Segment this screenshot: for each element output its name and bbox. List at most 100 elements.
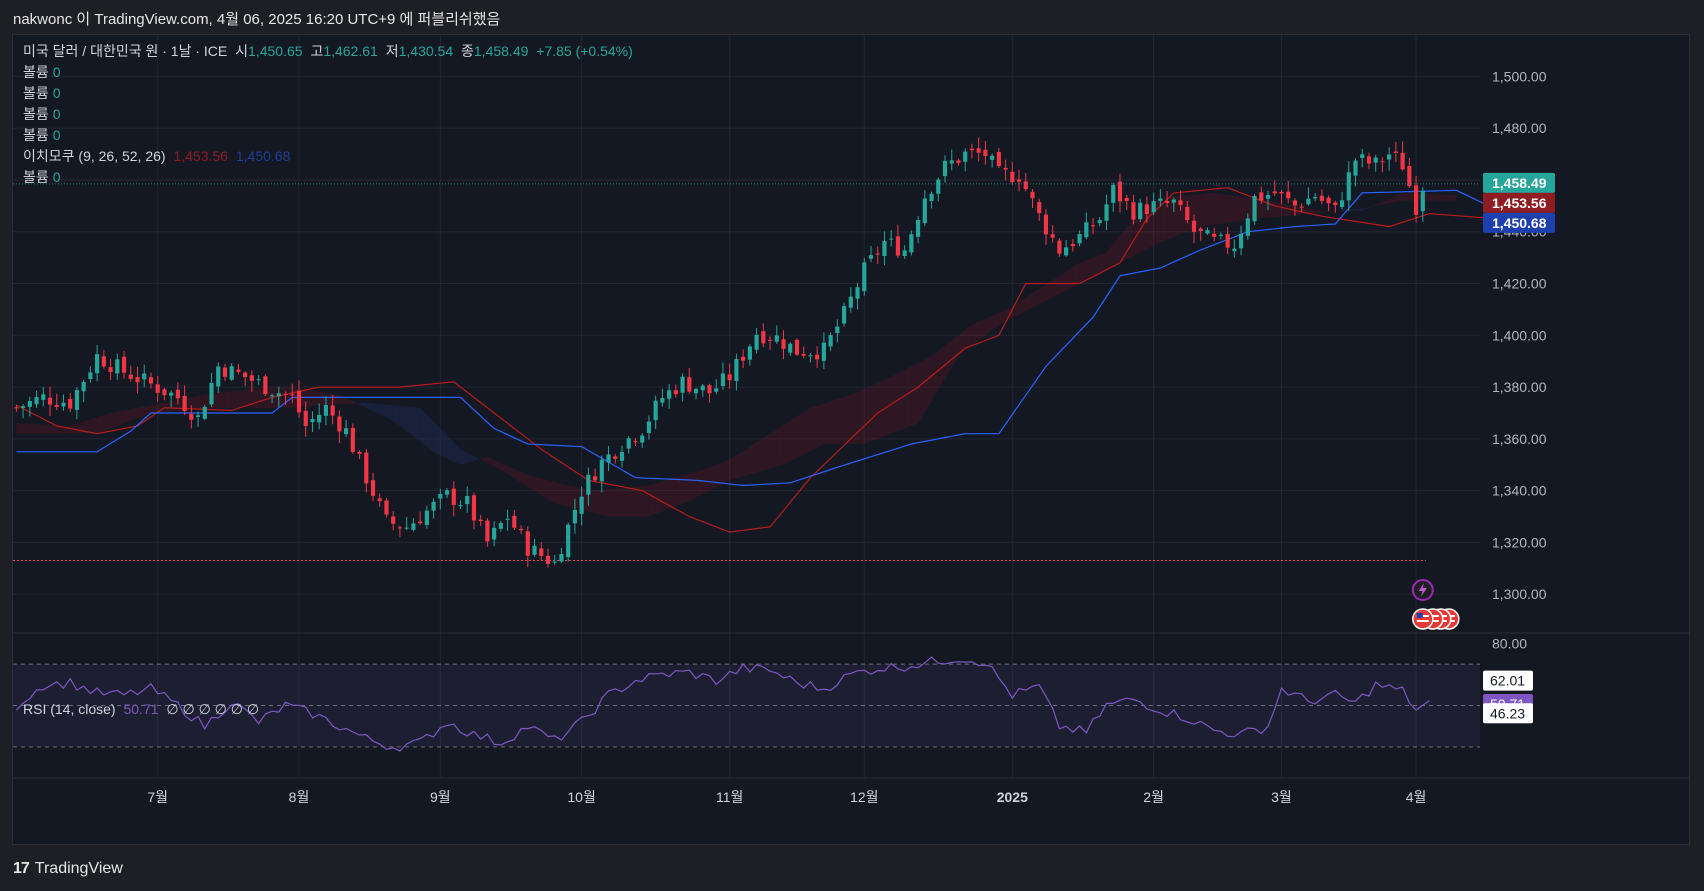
x-axis-tick-label: 3월: [1271, 789, 1292, 805]
candle-body: [1064, 247, 1069, 256]
ichimoku-cloud-segment: [790, 416, 797, 462]
candle-body: [162, 389, 167, 396]
legend-volume-row[interactable]: 볼륨 0: [23, 104, 65, 124]
legend-ichimoku-row[interactable]: 이치모쿠 (9, 26, 52, 26) 1,453.56 1,450.68: [23, 146, 294, 166]
candle-body: [1205, 230, 1210, 234]
ichimoku-cloud-segment: [689, 471, 697, 501]
legend-ichimoku-value-1: 1,453.56: [173, 148, 228, 164]
legend-rsi-row[interactable]: RSI (14, close) 50.71 ∅ ∅ ∅ ∅ ∅ ∅: [23, 701, 263, 718]
us-flag-event-icon: [1416, 620, 1429, 622]
ichimoku-cloud-segment: [144, 405, 151, 416]
candle-body: [895, 236, 900, 256]
candle-body: [741, 356, 746, 361]
ichimoku-cloud-segment: [696, 469, 703, 498]
candle-body: [47, 397, 53, 405]
candle-body: [1360, 154, 1365, 159]
ichimoku-cloud-segment: [945, 340, 952, 379]
ichimoku-cloud-segment: [97, 415, 104, 434]
ichimoku-cloud-segment: [447, 435, 454, 462]
us-flag-event-icon: [1416, 613, 1423, 618]
candle-body: [1104, 204, 1109, 221]
legend-volume-row[interactable]: 볼륨 0: [23, 62, 65, 82]
candle-body: [646, 421, 652, 434]
legend-volume-label: 볼륨: [23, 127, 49, 143]
legend-volume-row[interactable]: 볼륨 0: [23, 167, 65, 187]
ichimoku-cloud-segment: [1066, 267, 1073, 291]
footer-brand[interactable]: 17 TradingView: [13, 860, 123, 878]
candle-body: [1313, 197, 1318, 199]
ichimoku-cloud-segment: [716, 462, 723, 488]
candle-body: [976, 148, 981, 153]
ichimoku-cloud-segment: [124, 409, 131, 424]
candle-body: [956, 160, 961, 163]
legend-volume-row[interactable]: 볼륨 0: [23, 83, 65, 103]
ichimoku-cloud-segment: [50, 424, 57, 434]
candle-body: [41, 394, 46, 400]
candle-body: [330, 405, 335, 416]
rsi-value-tag-label: 46.23: [1490, 705, 1525, 721]
candle-body: [1151, 200, 1156, 213]
ichimoku-cloud-segment: [850, 391, 858, 445]
legend-volume-value: 0: [52, 169, 61, 185]
candle-body: [579, 496, 584, 514]
chart-svg[interactable]: 1,500.001,480.001,460.001,440.001,420.00…: [13, 35, 1689, 844]
ichimoku-cloud-segment: [1234, 195, 1242, 222]
candle-body: [290, 394, 295, 396]
candle-body: [438, 493, 443, 499]
candle-body: [916, 219, 921, 237]
candle-body: [700, 385, 705, 391]
price-tag: [1483, 192, 1555, 213]
candle-body: [195, 415, 201, 417]
legend-volume-row[interactable]: 볼륨 0: [23, 125, 65, 145]
candle-body: [1326, 197, 1331, 204]
legend-symbol[interactable]: 미국 달러 / 대한민국 원 · 1날 · ICE: [23, 43, 228, 59]
candle-body: [693, 388, 699, 394]
candle-body: [855, 287, 860, 299]
ichimoku-cloud-segment: [1402, 192, 1410, 201]
ichimoku-cloud-segment: [346, 398, 353, 404]
candle-body: [249, 375, 254, 381]
y-axis-tick-label: 1,320.00: [1492, 534, 1547, 550]
price-tag: [1483, 172, 1555, 193]
candle-body: [862, 262, 867, 292]
ichimoku-cloud-segment: [924, 356, 932, 413]
ichimoku-cloud-segment: [554, 481, 562, 506]
y-axis-tick-label: 1,360.00: [1492, 431, 1547, 447]
candle-body: [1333, 202, 1338, 206]
ichimoku-cloud-segment: [198, 394, 205, 410]
candle-body: [1030, 191, 1035, 199]
ichimoku-cloud-segment: [904, 366, 912, 429]
candle-body: [902, 250, 907, 257]
legend-low-value: 1,430.54: [398, 43, 454, 59]
price-tag-label: 1,453.56: [1492, 195, 1547, 211]
candle-body: [990, 155, 995, 160]
candle-body: [606, 454, 611, 463]
candle-body: [1164, 200, 1170, 203]
candle-body: [687, 377, 692, 392]
ichimoku-cloud-segment: [272, 387, 279, 408]
candle-body: [996, 152, 1001, 167]
x-axis-tick-label: 11월: [716, 789, 743, 805]
candle-body: [61, 402, 66, 407]
price-tag-label: 1,458.49: [1492, 175, 1547, 191]
candle-body: [593, 476, 598, 481]
chart-frame[interactable]: 1,500.001,480.001,460.001,440.001,420.00…: [12, 34, 1690, 845]
ichimoku-cloud-segment: [36, 424, 44, 434]
ichimoku-cloud-segment: [1086, 257, 1094, 281]
ichimoku-cloud-segment: [736, 450, 744, 479]
publish-attribution: nakwonc 이 TradingView.com, 4월 06, 2025 1…: [13, 11, 501, 28]
candle-body: [323, 405, 329, 416]
ichimoku-cloud-segment: [117, 410, 125, 426]
ichimoku-cloud-segment: [507, 466, 515, 479]
candle-body: [572, 509, 577, 524]
candle-body: [451, 488, 456, 506]
y-axis-tick-label: 1,300.00: [1492, 586, 1547, 602]
legend-volume-label: 볼륨: [23, 64, 49, 80]
candle-body: [1117, 181, 1123, 202]
candle-body: [27, 400, 32, 407]
ichimoku-cloud-segment: [1348, 209, 1356, 212]
candle-body: [727, 374, 732, 381]
candle-body: [1097, 220, 1102, 224]
legend-volume-value: 0: [52, 85, 61, 101]
candle-body: [283, 393, 288, 395]
